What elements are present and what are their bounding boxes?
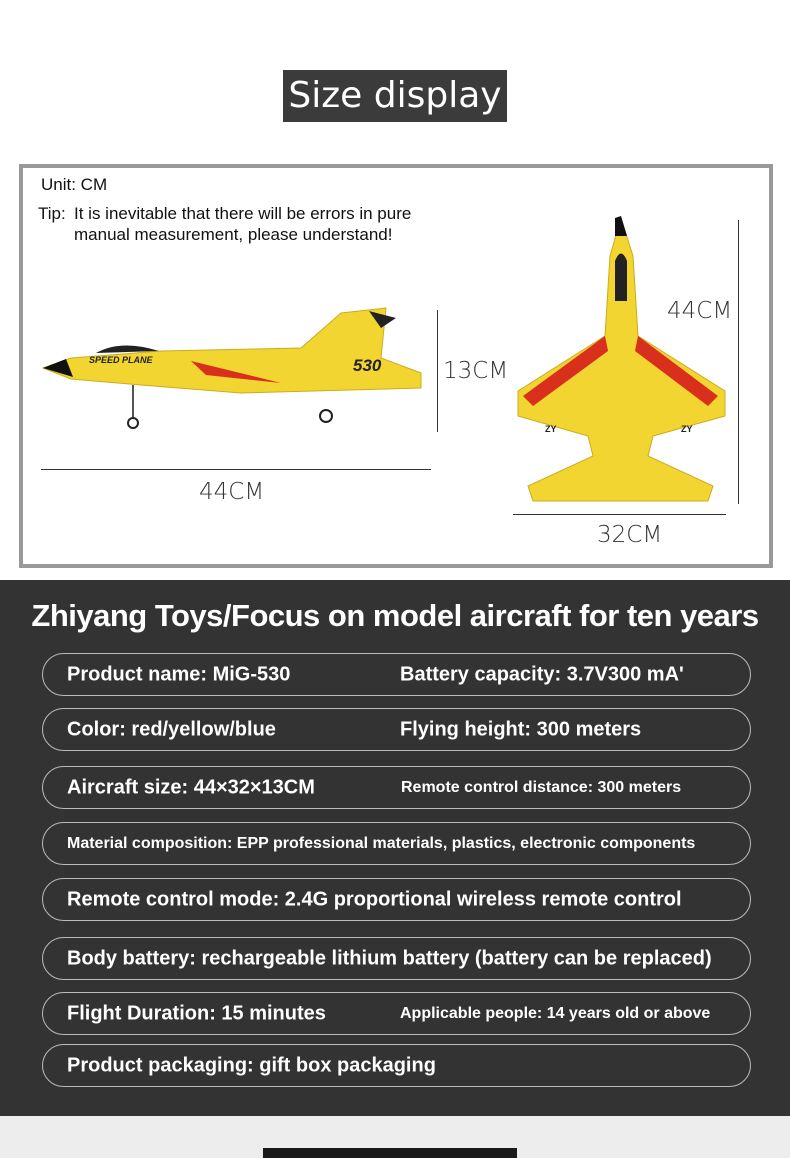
- tail-number: 530: [353, 356, 382, 375]
- next-section-title-box: [263, 1148, 517, 1158]
- spec-color: Color: red/yellow/blue: [67, 718, 276, 740]
- spec-aircraft-size: Aircraft size: 44×32×13CM: [67, 776, 315, 798]
- spec-row: Product packaging: gift box packaging: [42, 1044, 751, 1087]
- spec-row: Flight Duration: 15 minutes Applicable pe…: [42, 992, 751, 1035]
- tip-text-1: It is inevitable that there will be erro…: [74, 204, 412, 223]
- tip-label: Tip:: [38, 204, 66, 223]
- specs-section: [0, 580, 790, 1116]
- spec-applicable-people: Applicable people: 14 years old or above: [400, 1004, 711, 1022]
- side-length-label: 44CM: [199, 479, 265, 505]
- spec-packaging: Product packaging: gift box packaging: [67, 1054, 436, 1076]
- spec-material: Material composition: EPP professional m…: [67, 834, 696, 852]
- spec-remote-distance: Remote control distance: 300 meters: [401, 778, 682, 796]
- spec-product-name: Product name: MiG-530: [67, 663, 291, 685]
- side-view-plane-image: SPEED PLANE 530: [41, 307, 422, 429]
- tip-text-2: manual measurement, please understand!: [74, 225, 393, 244]
- side-decal: SPEED PLANE: [89, 355, 154, 365]
- length-dimension-line: [41, 469, 431, 470]
- specs-heading: Zhiyang Toys/Focus on model aircraft for…: [31, 598, 759, 633]
- height-dimension-line: [437, 310, 438, 432]
- spec-row: Remote control mode: 2.4G proportional w…: [42, 878, 751, 921]
- size-diagram-frame: Unit: CM Tip: It is inevitable that ther…: [19, 164, 773, 568]
- top-length-dimension-line: [738, 220, 739, 504]
- spec-row: Color: red/yellow/blue Flying height: 300…: [42, 708, 751, 751]
- spec-battery-capacity: Battery capacity: 3.7V300 mA': [400, 663, 684, 685]
- spec-flying-height: Flying height: 300 meters: [400, 718, 642, 740]
- top-length-label: 44CM: [667, 298, 733, 324]
- side-height-label: 13CM: [443, 358, 509, 384]
- top-view-plane-image: ZY ZY: [517, 216, 726, 502]
- spec-row: Material composition: EPP professional m…: [42, 822, 751, 865]
- spec-row: Aircraft size: 44×32×13CM Remote control …: [42, 766, 751, 809]
- width-dimension-line: [513, 514, 726, 515]
- spec-flight-duration: Flight Duration: 15 minutes: [67, 1002, 326, 1024]
- wing-badge-right: ZY: [681, 424, 693, 434]
- wing-badge-left: ZY: [545, 424, 557, 434]
- spec-remote-mode: Remote control mode: 2.4G proportional w…: [67, 888, 682, 910]
- unit-label: Unit: CM: [41, 175, 108, 194]
- top-width-label: 32CM: [597, 522, 663, 548]
- spec-row: Body battery: rechargeable lithium batte…: [42, 937, 751, 980]
- spec-body-battery: Body battery: rechargeable lithium batte…: [67, 947, 712, 969]
- section-title: Size display: [283, 70, 507, 122]
- spec-row: Product name: MiG-530 Battery capacity: 3…: [42, 653, 751, 696]
